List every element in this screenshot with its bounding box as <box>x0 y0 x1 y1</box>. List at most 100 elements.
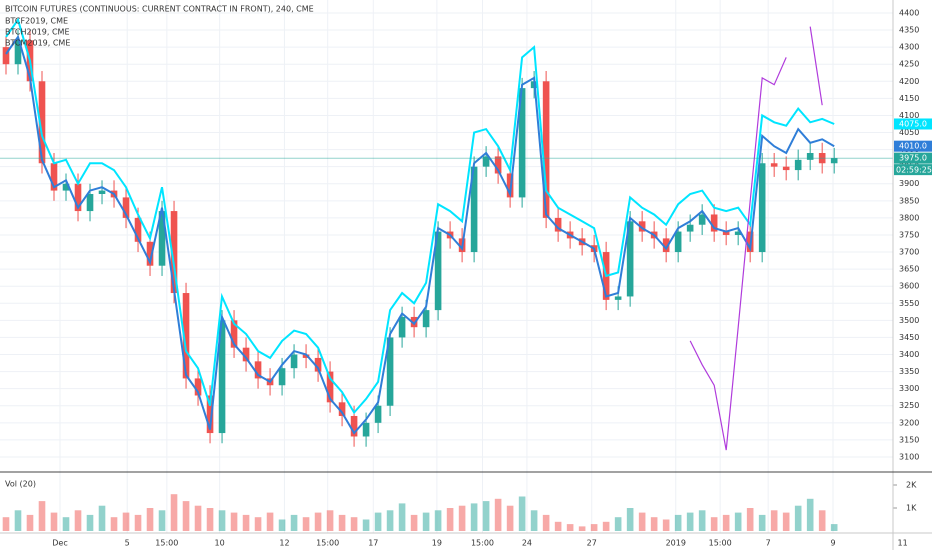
volume-bar <box>230 512 238 531</box>
x-tick-label: Dec <box>52 539 67 548</box>
y-tick-label: 3200 <box>899 418 919 427</box>
candle-body <box>326 371 334 403</box>
volume-bar <box>206 508 214 531</box>
y-tick-label: 3600 <box>899 282 919 291</box>
volume-bar <box>458 505 466 531</box>
candle-body <box>290 354 298 369</box>
volume-bar <box>254 517 262 531</box>
volume-bar <box>734 512 742 531</box>
x-tick-label: 15:00 <box>709 539 732 548</box>
volume-bar <box>698 510 706 531</box>
candle-body <box>494 156 502 174</box>
y-tick-label: 3800 <box>899 213 919 222</box>
x-tick-label: 24 <box>522 539 532 548</box>
volume-bar <box>770 510 778 531</box>
candle-body <box>722 231 730 235</box>
candle-body <box>38 81 46 164</box>
volume-bar <box>326 510 334 531</box>
candle-body <box>686 224 694 232</box>
volume-bar <box>38 501 46 531</box>
volume-bar <box>146 508 154 531</box>
y-tick-label: 3850 <box>899 196 919 205</box>
x-tick-label: 15:00 <box>471 539 494 548</box>
volume-bar <box>530 510 538 531</box>
volume-bar <box>494 498 502 531</box>
volume-bar <box>218 510 226 531</box>
volume-bar <box>446 508 454 531</box>
candle-body <box>278 368 286 386</box>
candle-body <box>386 337 394 406</box>
volume-bar <box>542 514 550 531</box>
countdown: 02:59:25 <box>896 166 932 175</box>
candle-body <box>398 316 406 338</box>
candle-body <box>518 88 526 198</box>
candle-body <box>86 193 94 212</box>
x-tick-label: 19 <box>432 539 442 548</box>
x-tick-label: 2019 <box>666 539 686 548</box>
y-tick-label: 4150 <box>899 94 919 103</box>
candle-body <box>626 221 634 297</box>
volume-bar <box>830 524 838 531</box>
candle-body <box>362 422 370 437</box>
volume-bar <box>386 510 394 531</box>
candle-body <box>206 395 214 434</box>
y-tick-label: 4200 <box>899 77 919 86</box>
volume-bar <box>518 496 526 531</box>
candle-body <box>254 361 262 379</box>
volume-bar <box>794 505 802 531</box>
candle-body <box>242 347 250 362</box>
x-tick-label: 5 <box>125 539 130 548</box>
candle-body <box>98 190 106 194</box>
volume-bar <box>398 503 406 531</box>
y-tick-label: 4350 <box>899 26 919 35</box>
volume-bar <box>338 514 346 531</box>
price-label-box <box>894 118 932 130</box>
candle-body <box>350 415 358 437</box>
y-tick-label: 3400 <box>899 350 919 359</box>
y-tick-label: 3250 <box>899 401 919 410</box>
volume-bar <box>362 519 370 531</box>
volume-bar <box>650 517 658 531</box>
volume-label: Vol (20) <box>5 480 36 489</box>
volume-bar <box>134 514 142 531</box>
volume-bar <box>626 508 634 531</box>
candle-body <box>14 40 22 65</box>
x-tick-label: 27 <box>587 539 597 548</box>
volume-bar <box>350 517 358 531</box>
price-label: 4010.0 <box>899 142 927 151</box>
candle-body <box>782 166 790 171</box>
legend-entry: BTCF2019, CME <box>5 17 68 26</box>
candle-body <box>338 402 346 416</box>
volume-bar <box>86 514 94 531</box>
y-tick-label: 4300 <box>899 43 919 52</box>
y-tick-label: 3100 <box>899 452 919 461</box>
volume-bar <box>554 521 562 531</box>
y-tick-label: 3300 <box>899 384 919 393</box>
candle-body <box>698 214 706 225</box>
candle-body <box>614 296 622 300</box>
x-tick-label: 15:00 <box>316 539 339 548</box>
labels: 3100 3150 3200 3250 3300 3350 3400 3450 3500 3550… <box>52 8 932 548</box>
volume-bar <box>98 505 106 531</box>
y-tick-label: 4100 <box>899 111 919 120</box>
candle-body <box>2 47 10 65</box>
candle-body <box>146 241 154 266</box>
candle-body <box>194 378 202 396</box>
volume-bar <box>782 512 790 531</box>
candle-body <box>422 310 430 328</box>
candle-body <box>134 217 142 242</box>
volume-bar <box>26 514 34 531</box>
x-tick-label: 9 <box>830 539 835 548</box>
volume-bar <box>14 510 22 531</box>
candle-body <box>122 197 130 218</box>
candle-body <box>374 405 382 423</box>
candle-body <box>158 211 166 266</box>
y-tick-label: 3450 <box>899 333 919 342</box>
countdown-box <box>894 164 932 176</box>
volume-bar <box>422 512 430 531</box>
candle-body <box>710 214 718 232</box>
candle-body <box>50 163 58 191</box>
candle-body <box>170 211 178 294</box>
